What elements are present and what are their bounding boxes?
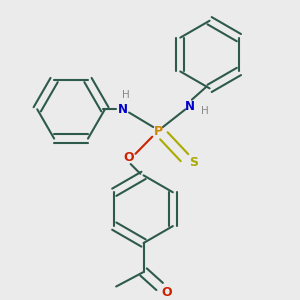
Text: O: O bbox=[162, 286, 172, 299]
Text: S: S bbox=[189, 156, 198, 169]
Text: H: H bbox=[201, 106, 208, 116]
Text: H: H bbox=[122, 90, 130, 100]
Text: O: O bbox=[124, 151, 134, 164]
Text: N: N bbox=[185, 100, 195, 112]
Text: N: N bbox=[118, 103, 128, 116]
Text: P: P bbox=[154, 125, 163, 138]
